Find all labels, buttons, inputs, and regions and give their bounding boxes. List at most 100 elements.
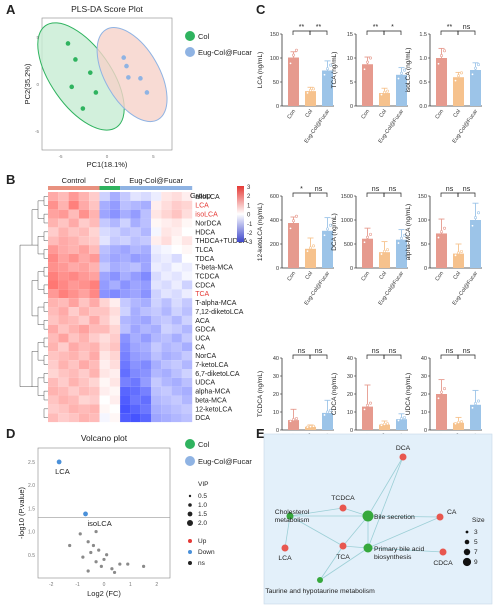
heatmap-cell	[181, 209, 193, 219]
y-tick-label: 10	[273, 410, 279, 416]
row-label: CDCA	[195, 282, 215, 289]
heatmap-cell	[48, 369, 59, 378]
heatmap-cell	[58, 395, 69, 405]
heatmap-cell	[161, 280, 172, 290]
sig-label: ns	[372, 348, 380, 355]
heatmap-cell	[68, 377, 79, 387]
heatmap-cell	[171, 315, 182, 325]
heatmap-cell	[78, 227, 90, 237]
heatmap-cell	[48, 280, 59, 290]
heatmap-cell	[78, 245, 90, 254]
category-label: Col	[378, 271, 388, 281]
heatmap-cell	[109, 253, 121, 263]
row-label: UDCA	[195, 380, 215, 387]
heatmap-cell	[78, 315, 90, 325]
bar-8-1	[453, 422, 464, 430]
replicate-dot	[385, 422, 389, 426]
y-axis-label-c-4: DCA (ng/mL)	[331, 213, 338, 251]
heatmap-cell	[89, 298, 100, 308]
heatmap-cell	[109, 209, 121, 219]
heatmap-cell	[140, 386, 151, 396]
heatmap-cell	[109, 324, 121, 334]
status-legend-dot	[188, 550, 192, 554]
heatmap-cell	[181, 404, 193, 414]
network-node-2	[339, 504, 347, 512]
bar-8-2	[470, 404, 481, 430]
heatmap-cell	[130, 209, 141, 219]
node-label-3: LCA	[278, 555, 292, 562]
row-label: 7-ketoLCA	[195, 362, 228, 369]
replicate-dot	[288, 61, 292, 65]
row-label: CA	[195, 344, 205, 351]
heatmap-cell	[89, 200, 100, 210]
heatmap-cell	[161, 192, 172, 201]
network-node-4	[339, 542, 347, 550]
heatmap-cell	[140, 298, 151, 308]
replicate-dot	[365, 403, 369, 407]
volcano-point-9	[105, 553, 109, 557]
heatmap-cell	[48, 236, 59, 246]
heatmap-cell	[151, 218, 162, 228]
heatmap-cell	[140, 262, 151, 272]
replicate-dot	[476, 399, 480, 403]
heatmap-cell	[58, 253, 69, 263]
sig-bracket	[383, 30, 402, 35]
heatmap-cell	[89, 377, 100, 387]
row-label: NorCA	[195, 353, 216, 360]
heatmap-cell	[120, 324, 131, 334]
heatmap-cell	[58, 342, 69, 352]
heatmap-cell	[171, 236, 182, 246]
heatmap-cell	[109, 369, 121, 378]
heatmap-cell	[89, 315, 100, 325]
heatmap-cell	[48, 307, 59, 316]
legend-marker-col-a	[185, 31, 195, 41]
row-label: isoLCA	[195, 212, 218, 219]
heatmap-cell	[109, 227, 121, 237]
replicate-dot	[288, 419, 292, 423]
dendrogram-branch	[43, 302, 48, 312]
heatmap-cell	[99, 209, 110, 219]
dendrogram-branch	[37, 236, 44, 255]
heatmap-cell	[58, 369, 69, 378]
heatmap-cell	[130, 307, 141, 316]
replicate-dot	[308, 246, 312, 250]
heatmap-cell	[181, 200, 193, 210]
volcano-point-19	[142, 564, 146, 568]
volcano-point-7	[97, 548, 101, 552]
heatmap-cell	[99, 324, 110, 334]
heatmap-cell	[130, 218, 141, 228]
heatmap-cell	[89, 271, 100, 281]
heatmap-cell	[120, 209, 131, 219]
y-tick-label: 150	[270, 32, 279, 38]
replicate-dot	[453, 79, 457, 83]
node-label-9: Taurine and hypotaurine metabolism	[265, 588, 375, 595]
heatmap-cell	[151, 262, 162, 272]
size-legend-value-e: 5	[474, 539, 478, 546]
heatmap-cell	[99, 395, 110, 405]
status-legend-dot	[188, 539, 192, 543]
heatmap-cell	[68, 315, 79, 325]
heatmap-cell	[140, 200, 151, 210]
replicate-dot	[453, 253, 457, 257]
heatmap-cell	[89, 280, 100, 290]
replicate-dot	[288, 226, 292, 230]
heatmap-cell	[161, 377, 172, 387]
sig-bracket	[440, 192, 459, 197]
sig-label: *	[391, 24, 394, 31]
heatmap-cell	[171, 324, 182, 334]
row-label: UCA	[195, 335, 210, 342]
replicate-dot	[379, 423, 383, 427]
heatmap-cell	[140, 307, 151, 316]
heatmap-cell	[120, 377, 131, 387]
heatmap-cell	[171, 351, 182, 361]
heatmap-cell	[48, 262, 59, 272]
point-eug-3	[138, 76, 143, 81]
dendrogram-branch	[31, 280, 38, 317]
heatmap-cell	[140, 236, 151, 246]
y-tick-label: 1500	[341, 194, 353, 200]
y-tick-label: 600	[270, 194, 279, 200]
sig-bracket	[366, 354, 385, 359]
replicate-dot	[399, 417, 403, 421]
heatmap-cell	[120, 200, 131, 210]
heatmap-cell	[181, 253, 193, 263]
